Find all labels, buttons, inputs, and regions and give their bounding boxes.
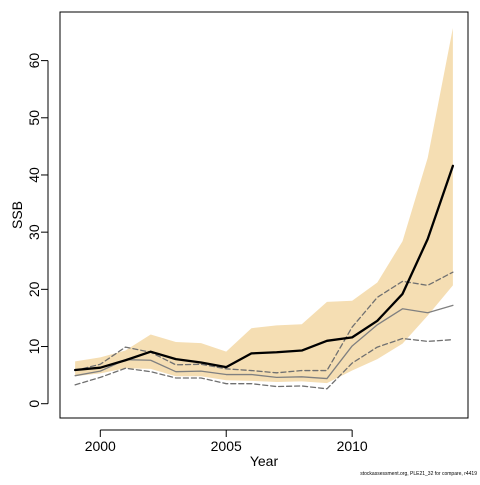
series-line-comparison-lower: [74, 337, 454, 390]
y-tick-label: 50: [26, 110, 42, 126]
credit-text: stockassessment.org, PLE21_32 for compar…: [360, 471, 477, 477]
series-line-comparison-upper: [74, 271, 454, 374]
series-line-estimate: [73, 164, 455, 372]
y-tick-label: 10: [26, 339, 42, 355]
x-tick-label: 2005: [211, 438, 242, 454]
y-tick-label: 40: [26, 167, 42, 183]
y-tick-label: 20: [26, 281, 42, 297]
x-axis-title: Year: [250, 453, 279, 469]
y-tick-label: 0: [26, 400, 42, 408]
x-tick-label: 2010: [337, 438, 368, 454]
x-tick-label: 2000: [85, 438, 116, 454]
series-line-comparison: [74, 304, 454, 380]
confidence-band: [75, 28, 453, 384]
y-tick-label: 30: [26, 224, 42, 240]
plot-frame: [59, 11, 469, 419]
y-tick-label: 60: [26, 53, 42, 69]
y-axis-title: SSB: [9, 201, 25, 229]
